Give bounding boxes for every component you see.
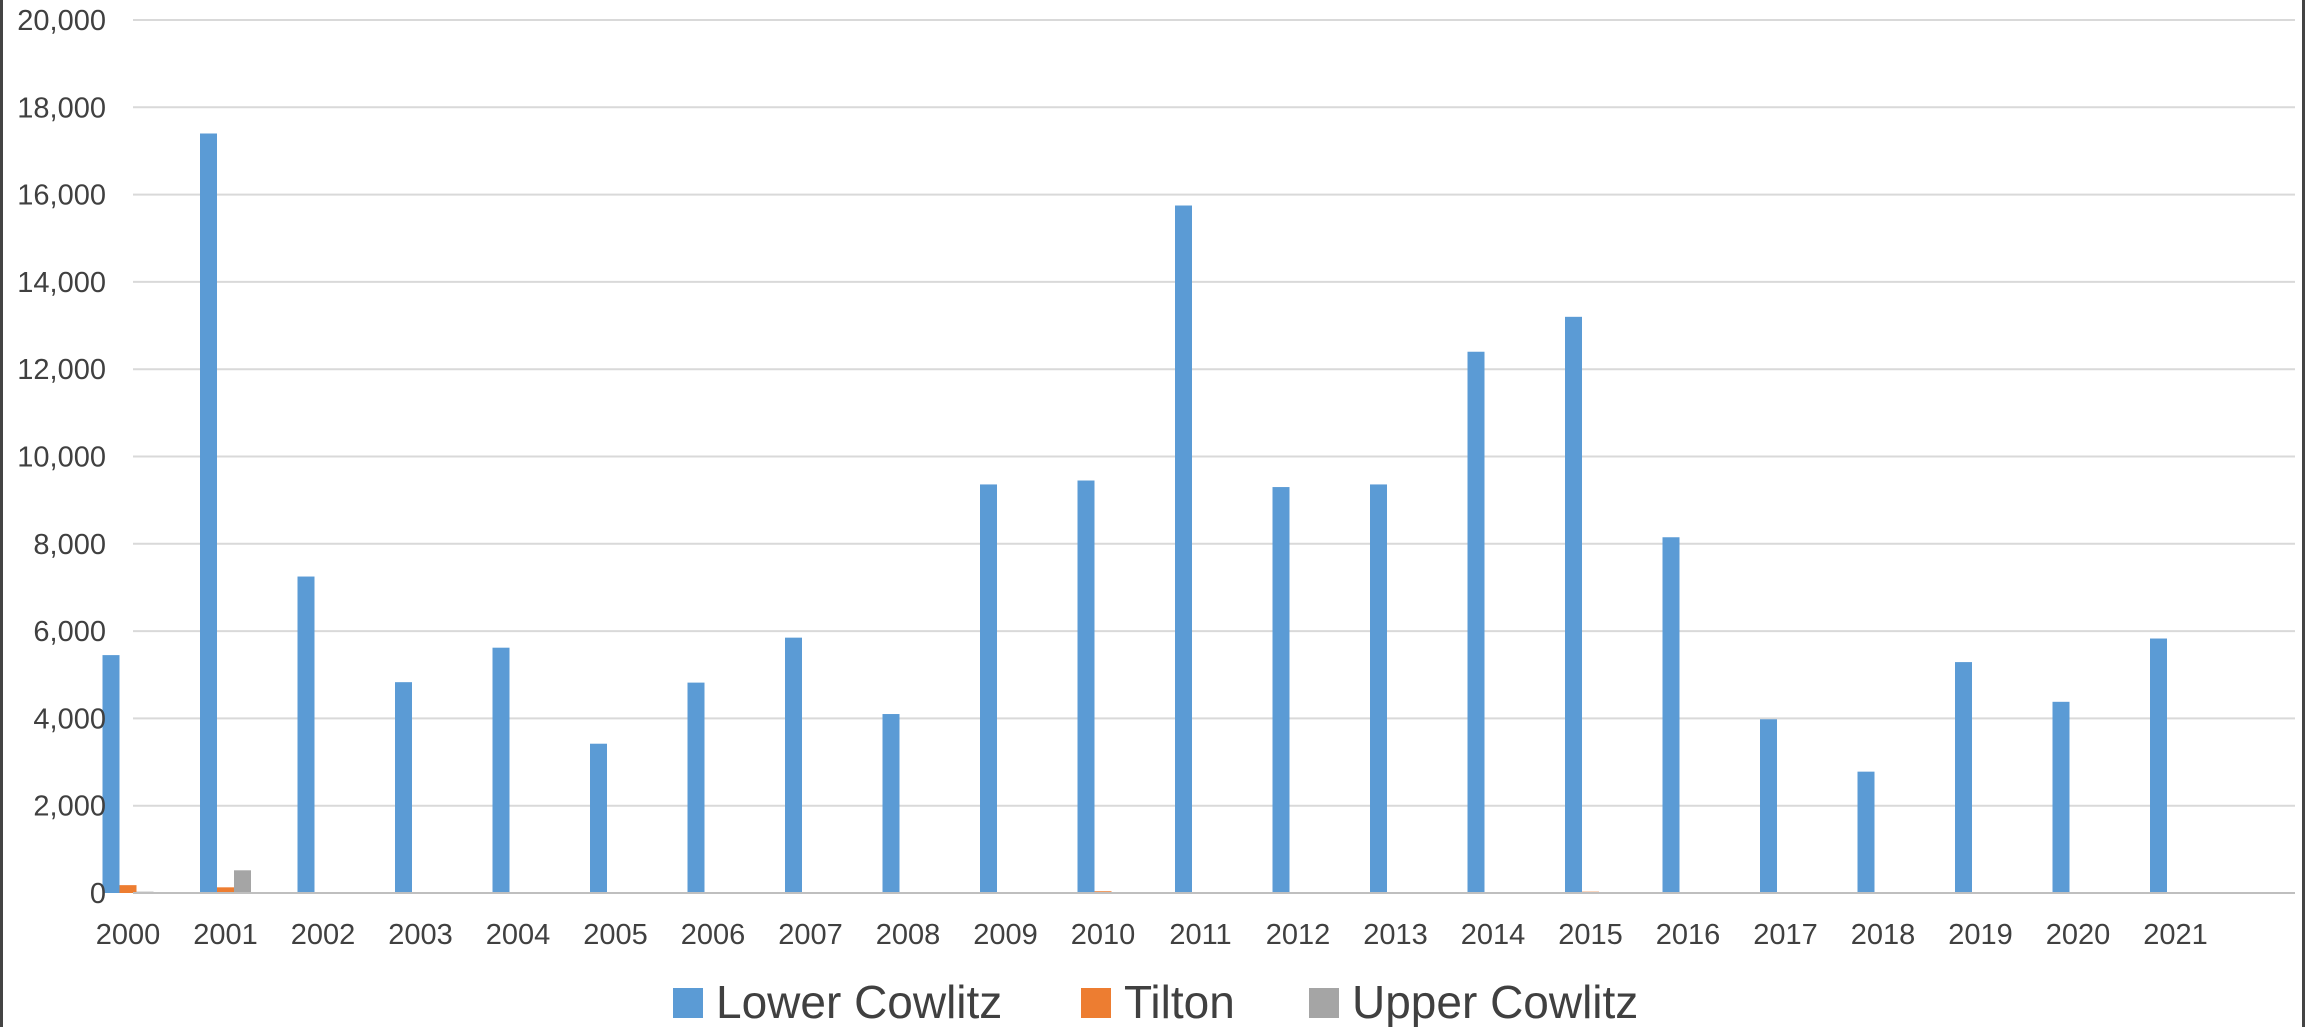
bar-lower-cowlitz-2015 (1565, 316, 1582, 893)
bar-lower-cowlitz-2014 (1467, 351, 1485, 893)
legend-swatch-lower-cowlitz (673, 988, 703, 1018)
legend-label-tilton: Tilton (1124, 976, 1235, 1027)
bar-lower-cowlitz-2016 (1662, 537, 1680, 893)
x-tick-label: 2009 (973, 919, 1038, 951)
bar-lower-cowlitz-2001 (200, 133, 217, 894)
legend: Lower Cowlitz Tilton Upper Cowlitz (673, 976, 1638, 1027)
y-tick-label: 6,000 (33, 616, 106, 648)
y-tick-label: 14,000 (17, 267, 106, 299)
bar-lower-cowlitz-2007 (785, 637, 802, 893)
bar-lower-cowlitz-2010 (1077, 480, 1095, 893)
bar-lower-cowlitz-2002 (297, 576, 315, 893)
bar-lower-cowlitz-2018 (1857, 771, 1875, 893)
bar-chart: 0 2,000 4,000 6,000 8,000 10,000 12,000 14,000 1… (17, 5, 2295, 1027)
x-axis-tick-labels: 2000 2001 2002 2003 2004 2005 2006 2007 2008 2009… (96, 919, 2208, 951)
bar-lower-cowlitz-2003 (395, 682, 412, 893)
bar-lower-cowlitz-2008 (882, 714, 900, 893)
y-tick-label: 8,000 (33, 529, 106, 561)
x-tick-label: 2001 (193, 919, 258, 951)
bar-lower-cowlitz-2005 (590, 743, 607, 893)
x-tick-label: 2012 (1266, 919, 1331, 951)
x-tick-label: 2007 (778, 919, 843, 951)
y-tick-label: 20,000 (17, 5, 106, 37)
bar-lower-cowlitz-2013 (1370, 484, 1387, 893)
x-tick-label: 2004 (486, 919, 551, 951)
legend-swatch-tilton (1081, 988, 1111, 1018)
x-tick-label: 2005 (583, 919, 648, 951)
bar-lower-cowlitz-2021 (2150, 638, 2167, 893)
y-tick-label: 10,000 (17, 442, 106, 474)
y-tick-label: 12,000 (17, 354, 106, 386)
y-tick-label: 4,000 (33, 703, 106, 735)
bars (102, 133, 2201, 894)
bar-lower-cowlitz-2019 (1955, 662, 1972, 893)
x-tick-label: 2011 (1169, 919, 1231, 951)
y-tick-label: 16,000 (17, 180, 106, 212)
legend-label-upper-cowlitz: Upper Cowlitz (1352, 976, 1638, 1027)
x-tick-label: 2010 (1071, 919, 1136, 951)
legend-label-lower-cowlitz: Lower Cowlitz (716, 976, 1002, 1027)
y-axis-tick-labels: 0 2,000 4,000 6,000 8,000 10,000 12,000 14,000 1… (17, 5, 106, 910)
bar-tilton-2000 (119, 885, 137, 893)
bar-lower-cowlitz-2020 (2052, 701, 2070, 893)
bar-lower-cowlitz-2009 (980, 484, 997, 893)
x-tick-label: 2000 (96, 919, 161, 951)
bar-lower-cowlitz-2006 (687, 682, 705, 893)
bar-lower-cowlitz-2017 (1760, 719, 1777, 893)
x-tick-label: 2016 (1656, 919, 1721, 951)
x-tick-label: 2003 (388, 919, 453, 951)
y-tick-label: 0 (90, 878, 106, 910)
x-tick-label: 2015 (1558, 919, 1623, 951)
bar-lower-cowlitz-2000 (102, 655, 120, 893)
y-tick-label: 18,000 (17, 92, 106, 124)
x-tick-label: 2017 (1753, 919, 1818, 951)
x-tick-label: 2013 (1363, 919, 1428, 951)
bar-lower-cowlitz-2012 (1272, 487, 1290, 893)
x-tick-label: 2006 (681, 919, 746, 951)
y-tick-label: 2,000 (33, 791, 106, 823)
x-tick-label: 2020 (2046, 919, 2111, 951)
x-tick-label: 2018 (1851, 919, 1916, 951)
bar-tilton-2001 (217, 887, 234, 893)
bar-lower-cowlitz-2004 (492, 647, 510, 893)
bar-lower-cowlitz-2011 (1175, 205, 1192, 893)
x-tick-label: 2014 (1461, 919, 1526, 951)
legend-swatch-upper-cowlitz (1309, 988, 1339, 1018)
x-tick-label: 2002 (291, 919, 356, 951)
bar-upper-cowlitz-2001 (234, 870, 251, 893)
x-tick-label: 2019 (1948, 919, 2013, 951)
x-tick-label: 2008 (876, 919, 941, 951)
x-tick-label: 2021 (2143, 919, 2208, 951)
